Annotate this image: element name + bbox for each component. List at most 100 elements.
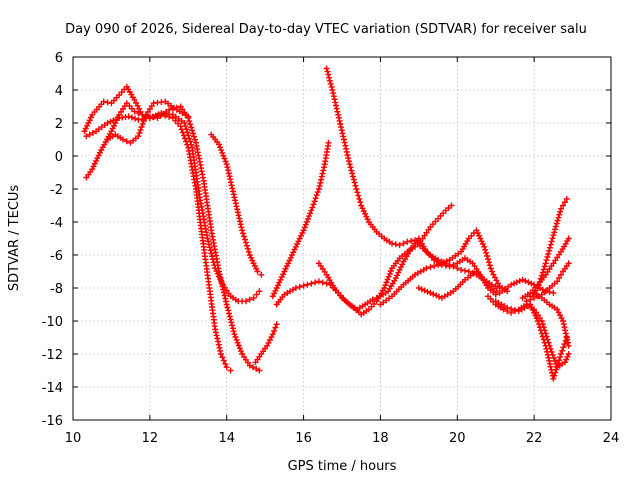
data-point [233, 336, 240, 343]
data-point [187, 121, 194, 128]
data-point [221, 155, 228, 162]
data-point [555, 360, 562, 367]
data-point [226, 313, 233, 320]
data-point [137, 127, 144, 134]
data-point [557, 354, 564, 361]
data-point [552, 369, 559, 376]
data-point [487, 265, 494, 272]
data-point [544, 254, 551, 260]
data-point [387, 268, 394, 274]
data-point [222, 158, 229, 165]
data-point [223, 364, 230, 371]
data-point [216, 141, 222, 148]
series-18 [523, 260, 572, 305]
data-point [486, 262, 493, 269]
data-point [238, 348, 244, 355]
data-point [546, 247, 553, 254]
data-point [89, 129, 96, 136]
data-point [231, 331, 238, 338]
data-point [539, 333, 546, 340]
data-point [186, 118, 193, 125]
data-point [554, 217, 561, 224]
data-point [238, 224, 245, 231]
data-point [531, 294, 538, 301]
y-tick-label: -8 [50, 282, 63, 297]
data-point [312, 195, 319, 202]
data-point [516, 278, 523, 284]
data-point [319, 170, 326, 177]
data-point [522, 278, 529, 284]
data-point [552, 226, 559, 233]
data-point [224, 164, 231, 171]
data-point [525, 279, 532, 286]
data-point [220, 152, 227, 159]
series-12 [415, 268, 557, 301]
data-point [424, 288, 431, 295]
data-point [485, 256, 491, 263]
series-5 [208, 131, 265, 278]
data-point [330, 93, 337, 100]
data-point [334, 108, 341, 115]
data-point [232, 334, 239, 340]
data-point [560, 202, 566, 209]
data-point [537, 327, 544, 334]
series-17 [519, 235, 572, 301]
data-point [448, 202, 455, 209]
data-point [315, 278, 322, 285]
data-point [326, 77, 333, 84]
data-point [239, 227, 246, 234]
data-point [190, 130, 197, 137]
data-point [250, 294, 257, 301]
data-point [492, 291, 499, 298]
series-3 [81, 83, 263, 374]
data-point [540, 266, 547, 273]
data-point [513, 279, 520, 286]
data-point [150, 114, 157, 121]
data-point [511, 307, 518, 313]
data-point [125, 113, 132, 120]
data-point [386, 270, 393, 277]
data-point [141, 114, 148, 121]
data-point [253, 365, 260, 372]
data-point [392, 241, 399, 248]
data-point [385, 273, 392, 280]
data-point [212, 329, 219, 336]
data-point [108, 128, 115, 135]
data-point [139, 120, 146, 127]
data-point [542, 260, 549, 267]
data-point [224, 304, 231, 311]
data-point [315, 186, 322, 192]
data-point [563, 195, 570, 202]
data-point [292, 285, 299, 291]
data-point [338, 124, 344, 131]
data-point [558, 351, 564, 357]
data-point [527, 296, 534, 303]
y-tick-label: -16 [42, 414, 63, 429]
data-point [415, 285, 422, 291]
y-tick-label: 6 [55, 51, 63, 66]
data-point [229, 325, 236, 332]
data-point [346, 161, 353, 168]
data-point [561, 199, 568, 206]
data-point [546, 244, 553, 251]
data-point [240, 230, 246, 237]
data-point [550, 375, 557, 382]
data-point [552, 358, 558, 365]
data-point [558, 271, 564, 278]
data-point [242, 236, 248, 243]
data-point [136, 130, 143, 137]
data-point [131, 108, 138, 115]
series-14 [492, 298, 570, 382]
data-point [234, 339, 241, 346]
data-point [504, 304, 511, 311]
y-tick-label: 0 [55, 150, 63, 165]
data-point [486, 259, 492, 266]
data-point [246, 296, 253, 303]
data-point [217, 351, 224, 357]
y-axis-label: SDTVAR / TECUs [7, 185, 22, 292]
data-point [369, 296, 376, 303]
data-point [348, 167, 355, 174]
data-point [396, 242, 403, 249]
